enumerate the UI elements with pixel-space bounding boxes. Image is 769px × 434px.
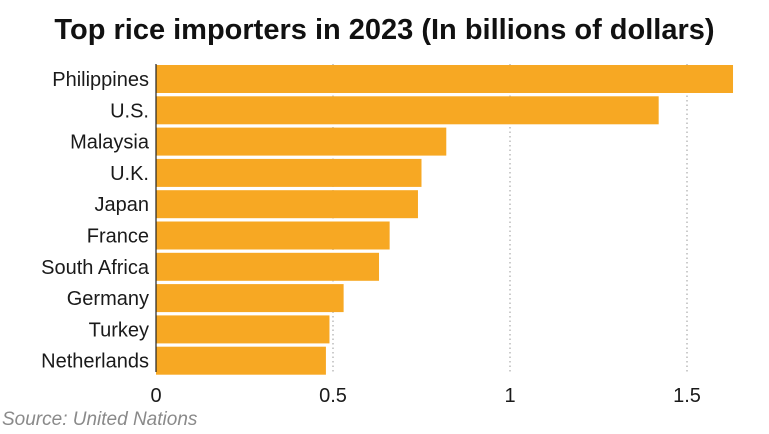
category-label: Malaysia [70, 132, 150, 154]
source-note: Source: United Nations [2, 409, 198, 430]
category-label: South Africa [41, 257, 150, 279]
x-tick-label: 1.5 [673, 385, 701, 407]
category-label: Germany [67, 288, 149, 310]
bar-south-africa [156, 252, 380, 281]
bar-philippines [156, 65, 734, 93]
category-label: Netherlands [41, 351, 149, 373]
bar-netherlands [156, 346, 326, 375]
category-label: Philippines [52, 69, 149, 91]
x-tick-label: 0.5 [319, 385, 347, 407]
category-label: France [87, 226, 149, 248]
bar-japan [156, 190, 418, 219]
bar-turkey [156, 315, 330, 344]
bar-france [156, 221, 390, 250]
category-labels: Philippines U.S. Malaysia U.K. Japan France So… [41, 69, 150, 373]
bar-malaysia [156, 127, 447, 156]
bar-u-k [156, 158, 422, 187]
category-label: U.K. [110, 163, 149, 185]
category-label: U.S. [110, 100, 149, 122]
category-label: Japan [95, 194, 150, 216]
bars [156, 65, 734, 375]
x-tick-labels: 0 0.5 1 1.5 [150, 385, 700, 407]
x-tick-label: 0 [150, 385, 161, 407]
bar-germany [156, 284, 344, 313]
bar-u-s [156, 96, 659, 125]
category-label: Turkey [89, 319, 149, 341]
x-tick-label: 1 [504, 385, 515, 407]
chart-title: Top rice importers in 2023 (In billions … [54, 14, 715, 46]
